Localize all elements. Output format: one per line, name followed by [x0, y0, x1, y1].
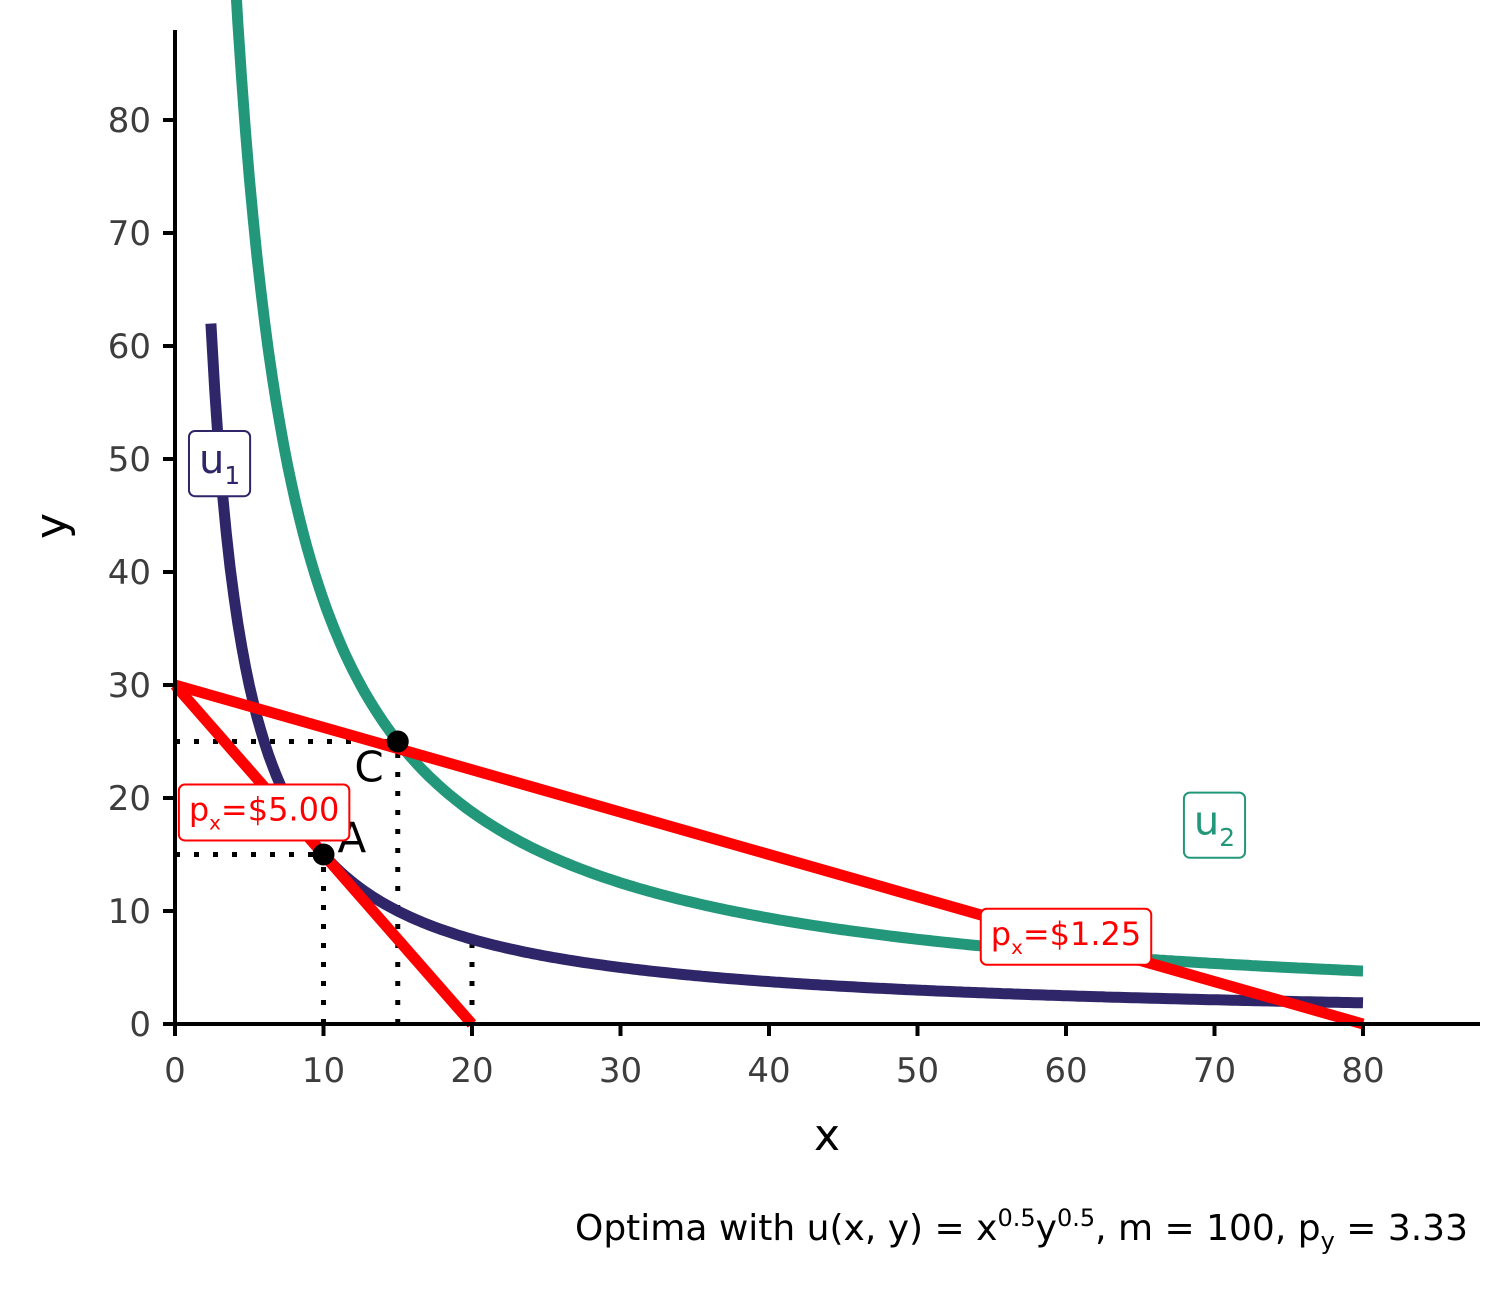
label-u2: u2 [1182, 791, 1247, 859]
optimum-label-C: C [354, 743, 383, 792]
y-tick-label: 50 [108, 440, 151, 480]
label-px5: px=$5.00 [177, 783, 351, 842]
x-tick-label: 0 [164, 1051, 186, 1091]
y-tick-label: 70 [108, 214, 151, 254]
label-u1: u1 [187, 430, 252, 498]
chart-caption: Optima with u(x, y) = x0.5y0.5, m = 100,… [575, 1204, 1468, 1255]
y-tick-label: 10 [108, 892, 151, 932]
label-u1-text: u1 [199, 437, 240, 490]
x-tick-label: 70 [1193, 1051, 1236, 1091]
label-u2-box [1182, 791, 1247, 859]
label-px125-box [979, 907, 1153, 966]
label-px5-box [177, 783, 351, 842]
label-px125-text: px=$1.25 [991, 915, 1141, 959]
y-tick-label: 20 [108, 779, 151, 819]
indifference-curve-u1 [205, 323, 1364, 1009]
y-axis-title: y [26, 513, 77, 539]
x-tick-label: 30 [599, 1051, 642, 1091]
y-tick-label: 30 [108, 666, 151, 706]
x-tick-label: 20 [450, 1051, 493, 1091]
guide-lines [175, 739, 475, 1024]
y-tick-label: 0 [129, 1005, 151, 1045]
axes: 0 10 20 30 40 50 60 70 80 0 10 20 30 40 50 60 70 80 [108, 30, 1480, 1091]
label-u1-box [187, 430, 252, 498]
x-tick-label: 50 [896, 1051, 939, 1091]
label-u2-text: u2 [1194, 799, 1235, 852]
label-px125: px=$1.25 [979, 907, 1153, 966]
y-tick-label: 60 [108, 327, 151, 367]
budget-line-px125 [173, 679, 1365, 1030]
optimum-point-C [386, 730, 409, 753]
optimum-point-A [312, 843, 335, 866]
series-labels: u1 u2 px=$5.00 px=$1.25 [177, 430, 1247, 966]
x-tick-label: 80 [1341, 1051, 1384, 1091]
y-tick-label: 40 [108, 553, 151, 593]
x-tick-label: 40 [747, 1051, 790, 1091]
y-tick-label: 80 [108, 101, 151, 141]
x-tick-label: 10 [302, 1051, 345, 1091]
x-tick-label: 60 [1044, 1051, 1087, 1091]
label-px5-text: px=$5.00 [189, 791, 339, 835]
x-axis-title: x [814, 1110, 840, 1161]
